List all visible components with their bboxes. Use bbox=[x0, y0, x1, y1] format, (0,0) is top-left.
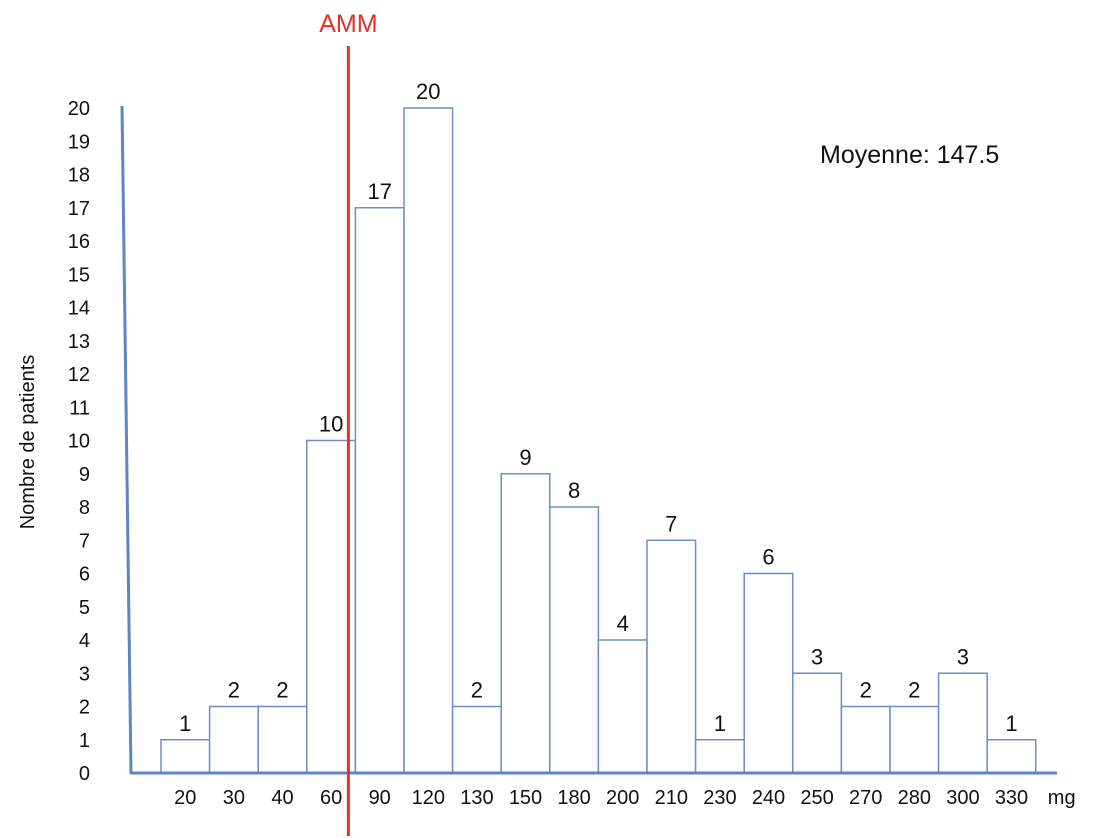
y-axis-title: Nombre de patients bbox=[17, 355, 39, 530]
y-tick-label: 2 bbox=[79, 697, 90, 719]
bar-value-label: 1 bbox=[179, 711, 191, 736]
y-tick-label: 3 bbox=[79, 663, 90, 685]
y-tick-label: 13 bbox=[68, 331, 90, 353]
bar-value-label: 7 bbox=[665, 511, 677, 536]
x-tick-label: 250 bbox=[800, 787, 833, 809]
bar-value-label: 9 bbox=[519, 445, 531, 470]
y-tick-label: 6 bbox=[79, 564, 90, 586]
bar bbox=[792, 672, 843, 774]
y-tick-label: 5 bbox=[79, 597, 90, 619]
y-tick-label: 0 bbox=[79, 763, 90, 785]
y-tick-label: 7 bbox=[79, 530, 90, 552]
bar-value-label: 2 bbox=[276, 678, 288, 703]
amm-reference-label: AMM bbox=[319, 10, 377, 38]
y-tick-label: 15 bbox=[68, 264, 90, 286]
y-tick-label: 4 bbox=[79, 630, 90, 652]
data-labels: 1 2 2 10 17 20 2 9 8 4 7 1 6 3 2 2 3 1 bbox=[179, 79, 1017, 736]
bar bbox=[257, 705, 308, 774]
y-tick-label: 10 bbox=[68, 431, 90, 453]
bar bbox=[403, 107, 454, 774]
x-tick-label: 300 bbox=[946, 787, 979, 809]
bar-value-label: 1 bbox=[714, 711, 726, 736]
y-tick-label: 17 bbox=[68, 198, 90, 220]
bar-value-label: 1 bbox=[1005, 711, 1017, 736]
bar bbox=[889, 705, 940, 774]
bar-value-label: 2 bbox=[908, 678, 920, 703]
y-tick-label: 9 bbox=[79, 464, 90, 486]
bar bbox=[597, 639, 648, 774]
bar bbox=[743, 572, 794, 774]
bar bbox=[500, 473, 551, 774]
x-tick-label: 240 bbox=[752, 787, 785, 809]
bar-value-label: 3 bbox=[811, 644, 823, 669]
axis-line bbox=[120, 105, 1057, 775]
bar bbox=[354, 207, 405, 774]
bar bbox=[986, 739, 1037, 774]
x-tick-label: 330 bbox=[995, 787, 1028, 809]
x-tick-label: 180 bbox=[557, 787, 590, 809]
bar bbox=[208, 705, 259, 774]
bar-value-label: 2 bbox=[228, 678, 240, 703]
bar bbox=[451, 705, 502, 774]
x-tick-label: 210 bbox=[655, 787, 688, 809]
x-tick-label: 270 bbox=[849, 787, 882, 809]
bar-value-label: 2 bbox=[860, 678, 872, 703]
y-tick-label: 11 bbox=[69, 397, 90, 419]
bar-value-label: 4 bbox=[617, 611, 629, 636]
bar bbox=[840, 705, 891, 774]
x-tick-label: 120 bbox=[412, 787, 445, 809]
bar bbox=[549, 506, 600, 774]
x-tick-label: 60 bbox=[320, 787, 342, 809]
bar-value-label: 2 bbox=[471, 678, 483, 703]
y-tick-label: 8 bbox=[79, 497, 90, 519]
bar bbox=[937, 672, 988, 774]
bar-value-label: 17 bbox=[367, 179, 391, 204]
y-tick-label: 12 bbox=[68, 364, 90, 386]
y-tick-label: 1 bbox=[79, 730, 90, 752]
bar bbox=[694, 739, 745, 774]
x-tick-label: 280 bbox=[898, 787, 931, 809]
x-tick-label: 150 bbox=[509, 787, 542, 809]
bar bbox=[160, 739, 211, 774]
y-tick-label: 19 bbox=[68, 131, 90, 153]
x-tick-label: 30 bbox=[223, 787, 245, 809]
bar-value-label: 10 bbox=[319, 412, 343, 437]
mean-annotation: Moyenne: 147.5 bbox=[820, 141, 999, 169]
y-tick-label: 16 bbox=[68, 231, 90, 253]
x-tick-label: 20 bbox=[174, 787, 196, 809]
x-tick-label: 40 bbox=[271, 787, 293, 809]
x-tick-label: 200 bbox=[606, 787, 639, 809]
x-tick-label: 130 bbox=[460, 787, 493, 809]
bar-value-label: 6 bbox=[762, 545, 774, 570]
x-tick-labels: 20 30 40 60 90 120 130 150 180 200 210 230 240 250 270… bbox=[174, 787, 1028, 809]
bar-value-label: 3 bbox=[957, 644, 969, 669]
bar bbox=[646, 539, 697, 774]
x-unit-label: mg bbox=[1048, 787, 1076, 809]
x-tick-label: 90 bbox=[369, 787, 391, 809]
bar-value-label: 8 bbox=[568, 478, 580, 503]
bars-layer bbox=[160, 107, 1037, 774]
x-tick-label: 230 bbox=[703, 787, 736, 809]
y-tick-label: 14 bbox=[68, 298, 90, 320]
axes-layer bbox=[120, 105, 1057, 775]
y-tick-label: 18 bbox=[68, 165, 90, 187]
bar-value-label: 20 bbox=[416, 79, 440, 104]
y-tick-label: 20 bbox=[68, 98, 90, 120]
